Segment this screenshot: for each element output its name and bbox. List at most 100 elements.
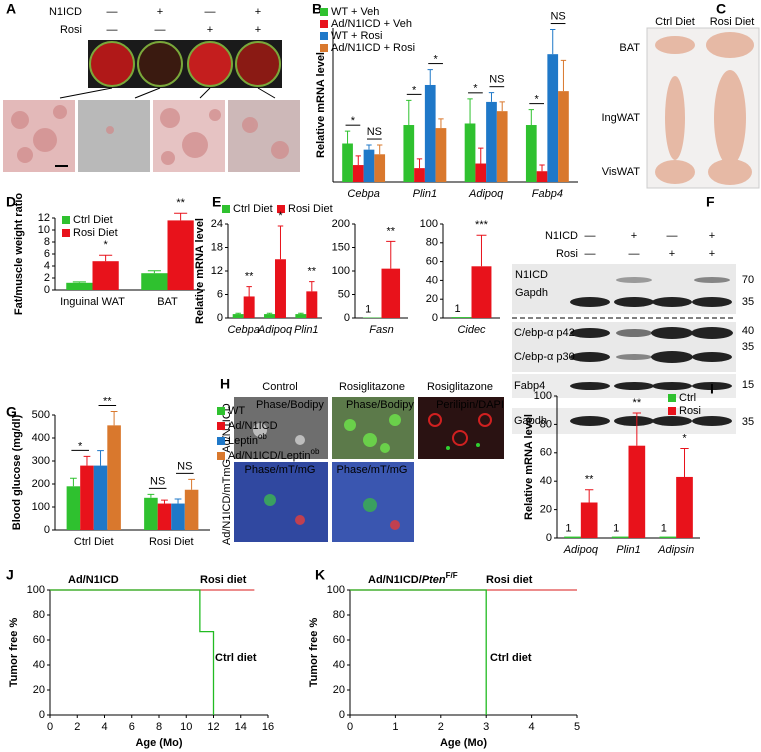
y-tick-label: 200 [32,478,50,490]
bar [92,261,119,290]
significance: ** [386,225,395,237]
y-tick-label: 60 [426,256,438,268]
y-tick-label: 4 [44,260,50,272]
x-tick-label: Adipoq [468,188,504,200]
y-tick-label: 60 [540,447,552,459]
legend-text: Ad/N1ICD/Leptin [228,450,311,462]
legend-swatch [320,44,328,52]
band-label: Gapdh [514,415,547,427]
x-tick-label: 14 [235,721,247,733]
x-tick-label: Inguinal WAT [60,296,125,308]
condition: + [157,6,163,18]
plate [235,41,281,87]
y-tick-label: 0 [339,709,345,721]
legend-swatch [668,394,676,402]
significance: ** [245,271,254,283]
series-label: Rosi diet [486,574,533,586]
x-tick-label: 12 [207,721,219,733]
bar [451,317,472,318]
y-tick-label: 0 [44,524,50,536]
title-gene: Pten [422,574,446,586]
x-tick-label: 4 [529,721,535,733]
y-tick-label: 0 [432,312,438,324]
error-bar [161,499,168,504]
mw-marker: 40 [742,325,754,337]
title-superscript: F/F [446,571,458,580]
mw-marker: 15 [742,379,754,391]
legend-swatch [320,32,328,40]
x-tick-label: 8 [156,721,162,733]
condition: + [207,24,213,36]
micrograph [228,100,300,172]
y-tick-label: 60 [33,634,45,646]
legend-swatch [320,8,328,16]
panel-letter: J [6,567,14,583]
error-bar [406,99,412,126]
arrows [59,87,276,99]
significance: * [682,432,687,444]
y-tick-label: 100 [327,584,345,596]
survival-line [50,589,215,715]
value-label: 1 [365,303,371,315]
mw-marker: 35 [742,416,754,428]
bar [659,536,677,538]
legend-swatch [217,422,225,430]
significance: * [278,210,283,222]
error-bar [99,254,113,262]
condition: + [631,230,637,242]
y-axis-label: Relative mRNA level [523,414,535,520]
bar [243,296,255,318]
x-tick-label: Adipoq [257,324,293,336]
mw-marker: 70 [742,274,754,286]
value-label: 1 [454,303,460,315]
row-label: Rosi [556,248,578,260]
x-tick-label: 0 [47,721,53,733]
error-bar [298,312,304,315]
significance: * [351,115,356,127]
error-bar [110,411,118,426]
bands [570,277,733,426]
error-bar [427,69,433,85]
series-label: Ctrl diet [215,652,257,664]
bar [464,123,476,182]
y-tick-label: 8 [44,236,50,248]
error-bar [188,478,195,490]
series-label: Rosi diet [200,574,247,586]
error-bar [585,489,594,503]
x-tick-label: BAT [157,296,178,308]
cells [253,413,492,530]
significance: ** [308,265,317,277]
y-tick-label: 20 [333,684,345,696]
stain-label: Phase/Bodipy [346,399,414,411]
bar [471,266,492,318]
x-tick-label: 4 [101,721,107,733]
x-tick-label: Rosi Diet [149,536,194,548]
legend-text: Ad/N1ICD + Veh [331,18,412,30]
row-label: Ad/N1ICD/mTmG [221,459,233,545]
x-tick-label: Cebpa [347,188,379,200]
x-axis-label: Age (Mo) [135,737,182,749]
row-label: IngWAT [601,112,640,124]
y-axis-label: Relative mRNA level [315,52,327,158]
error-bar [632,412,642,446]
x-tick-label: 2 [74,721,80,733]
bar [414,168,425,182]
x-tick-label: Cidec [457,324,486,336]
x-tick-label: 16 [262,721,274,733]
legend-superscript: ob [258,432,267,441]
bar [496,111,508,182]
significance: * [103,239,108,251]
y-tick-label: 50 [338,288,350,300]
micrograph [418,397,504,459]
error-bar [277,225,284,260]
significance: * [473,83,478,95]
y-tick-label: 18 [211,241,223,253]
legend-text: Rosi [679,405,701,417]
bar [580,502,598,538]
panel-letter: H [220,376,230,392]
error-bar [560,59,567,92]
bar [611,536,629,538]
y-tick-label: 10 [38,224,50,236]
micrograph [78,100,150,172]
